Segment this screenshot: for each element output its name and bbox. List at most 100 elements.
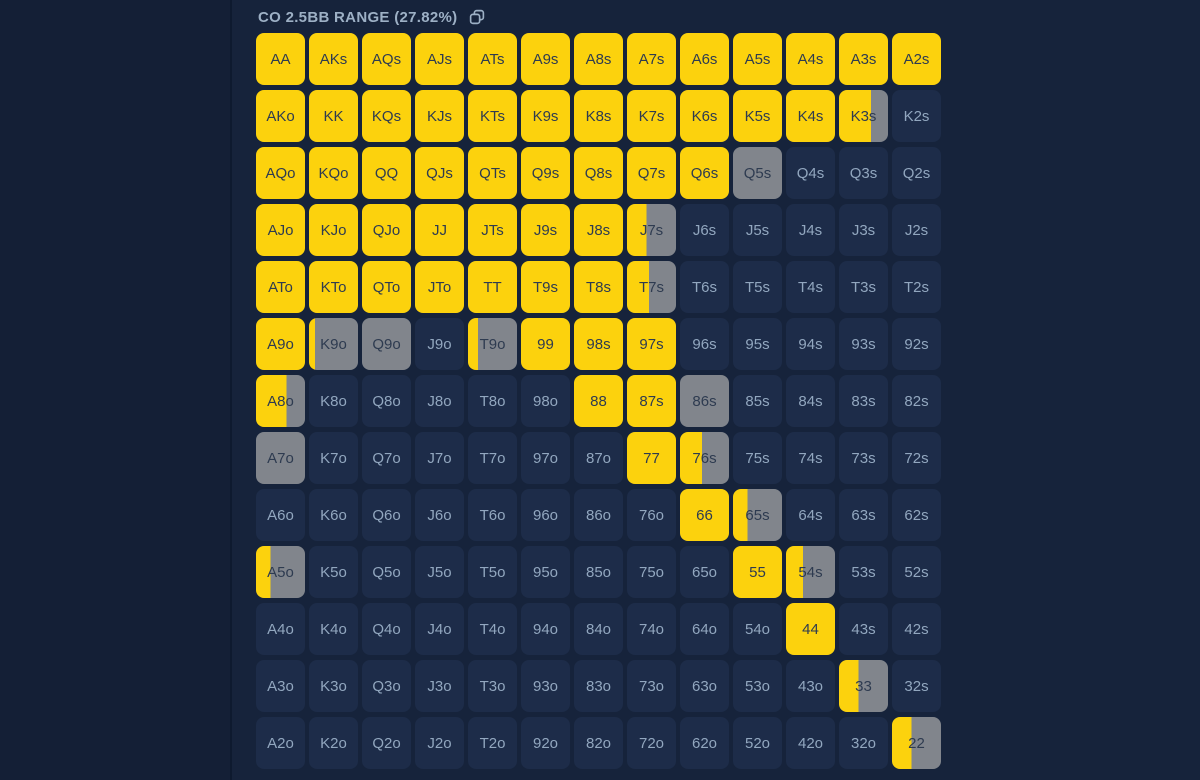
hand-cell-42o[interactable]: 42o: [786, 717, 835, 769]
hand-cell-AKo[interactable]: AKo: [256, 90, 305, 142]
hand-cell-A5o[interactable]: A5o: [256, 546, 305, 598]
hand-cell-66[interactable]: 66: [680, 489, 729, 541]
hand-cell-T5s[interactable]: T5s: [733, 261, 782, 313]
hand-cell-A8s[interactable]: A8s: [574, 33, 623, 85]
hand-cell-K7o[interactable]: K7o: [309, 432, 358, 484]
hand-cell-Q5s[interactable]: Q5s: [733, 147, 782, 199]
hand-cell-94o[interactable]: 94o: [521, 603, 570, 655]
hand-cell-Q7s[interactable]: Q7s: [627, 147, 676, 199]
hand-cell-74s[interactable]: 74s: [786, 432, 835, 484]
hand-cell-A2o[interactable]: A2o: [256, 717, 305, 769]
hand-cell-63s[interactable]: 63s: [839, 489, 888, 541]
hand-cell-98o[interactable]: 98o: [521, 375, 570, 427]
hand-cell-33[interactable]: 33: [839, 660, 888, 712]
hand-cell-Q5o[interactable]: Q5o: [362, 546, 411, 598]
hand-cell-ATs[interactable]: ATs: [468, 33, 517, 85]
hand-cell-96o[interactable]: 96o: [521, 489, 570, 541]
hand-cell-KK[interactable]: KK: [309, 90, 358, 142]
hand-cell-93o[interactable]: 93o: [521, 660, 570, 712]
hand-cell-J6o[interactable]: J6o: [415, 489, 464, 541]
hand-cell-88[interactable]: 88: [574, 375, 623, 427]
hand-cell-A4s[interactable]: A4s: [786, 33, 835, 85]
hand-cell-T2s[interactable]: T2s: [892, 261, 941, 313]
hand-cell-62o[interactable]: 62o: [680, 717, 729, 769]
hand-cell-65o[interactable]: 65o: [680, 546, 729, 598]
hand-cell-92s[interactable]: 92s: [892, 318, 941, 370]
hand-cell-KQo[interactable]: KQo: [309, 147, 358, 199]
hand-cell-97o[interactable]: 97o: [521, 432, 570, 484]
hand-cell-J7s[interactable]: J7s: [627, 204, 676, 256]
hand-cell-82o[interactable]: 82o: [574, 717, 623, 769]
hand-cell-A3s[interactable]: A3s: [839, 33, 888, 85]
hand-cell-K2o[interactable]: K2o: [309, 717, 358, 769]
hand-cell-Q3s[interactable]: Q3s: [839, 147, 888, 199]
hand-cell-53s[interactable]: 53s: [839, 546, 888, 598]
hand-cell-77[interactable]: 77: [627, 432, 676, 484]
hand-cell-QJo[interactable]: QJo: [362, 204, 411, 256]
hand-cell-T3o[interactable]: T3o: [468, 660, 517, 712]
hand-cell-T4o[interactable]: T4o: [468, 603, 517, 655]
hand-cell-52s[interactable]: 52s: [892, 546, 941, 598]
hand-cell-83s[interactable]: 83s: [839, 375, 888, 427]
hand-cell-KTs[interactable]: KTs: [468, 90, 517, 142]
hand-cell-T3s[interactable]: T3s: [839, 261, 888, 313]
hand-cell-64o[interactable]: 64o: [680, 603, 729, 655]
hand-cell-AQo[interactable]: AQo: [256, 147, 305, 199]
hand-cell-QJs[interactable]: QJs: [415, 147, 464, 199]
hand-cell-Q6o[interactable]: Q6o: [362, 489, 411, 541]
hand-cell-J3o[interactable]: J3o: [415, 660, 464, 712]
hand-cell-32s[interactable]: 32s: [892, 660, 941, 712]
hand-cell-62s[interactable]: 62s: [892, 489, 941, 541]
hand-cell-Q9s[interactable]: Q9s: [521, 147, 570, 199]
hand-cell-A4o[interactable]: A4o: [256, 603, 305, 655]
hand-cell-T4s[interactable]: T4s: [786, 261, 835, 313]
hand-cell-72o[interactable]: 72o: [627, 717, 676, 769]
hand-cell-85o[interactable]: 85o: [574, 546, 623, 598]
hand-cell-A3o[interactable]: A3o: [256, 660, 305, 712]
hand-cell-83o[interactable]: 83o: [574, 660, 623, 712]
hand-cell-54s[interactable]: 54s: [786, 546, 835, 598]
hand-cell-Q7o[interactable]: Q7o: [362, 432, 411, 484]
hand-cell-A7s[interactable]: A7s: [627, 33, 676, 85]
hand-cell-KJo[interactable]: KJo: [309, 204, 358, 256]
hand-cell-K8o[interactable]: K8o: [309, 375, 358, 427]
hand-cell-A6s[interactable]: A6s: [680, 33, 729, 85]
hand-cell-86o[interactable]: 86o: [574, 489, 623, 541]
hand-cell-53o[interactable]: 53o: [733, 660, 782, 712]
hand-cell-J7o[interactable]: J7o: [415, 432, 464, 484]
hand-cell-A9o[interactable]: A9o: [256, 318, 305, 370]
hand-cell-AJo[interactable]: AJo: [256, 204, 305, 256]
hand-cell-KJs[interactable]: KJs: [415, 90, 464, 142]
hand-cell-K8s[interactable]: K8s: [574, 90, 623, 142]
hand-cell-K5o[interactable]: K5o: [309, 546, 358, 598]
hand-cell-QTo[interactable]: QTo: [362, 261, 411, 313]
hand-cell-AQs[interactable]: AQs: [362, 33, 411, 85]
hand-cell-K3s[interactable]: K3s: [839, 90, 888, 142]
hand-cell-T6o[interactable]: T6o: [468, 489, 517, 541]
hand-cell-T7s[interactable]: T7s: [627, 261, 676, 313]
hand-cell-JJ[interactable]: JJ: [415, 204, 464, 256]
hand-cell-J2s[interactable]: J2s: [892, 204, 941, 256]
hand-cell-42s[interactable]: 42s: [892, 603, 941, 655]
hand-cell-K3o[interactable]: K3o: [309, 660, 358, 712]
hand-cell-22[interactable]: 22: [892, 717, 941, 769]
hand-cell-Q3o[interactable]: Q3o: [362, 660, 411, 712]
hand-cell-84o[interactable]: 84o: [574, 603, 623, 655]
hand-cell-Q6s[interactable]: Q6s: [680, 147, 729, 199]
hand-cell-J2o[interactable]: J2o: [415, 717, 464, 769]
copy-range-button[interactable]: [467, 7, 487, 27]
hand-cell-QTs[interactable]: QTs: [468, 147, 517, 199]
hand-cell-ATo[interactable]: ATo: [256, 261, 305, 313]
hand-cell-K6s[interactable]: K6s: [680, 90, 729, 142]
hand-cell-54o[interactable]: 54o: [733, 603, 782, 655]
hand-cell-A2s[interactable]: A2s: [892, 33, 941, 85]
hand-cell-92o[interactable]: 92o: [521, 717, 570, 769]
hand-cell-Q9o[interactable]: Q9o: [362, 318, 411, 370]
hand-cell-J4s[interactable]: J4s: [786, 204, 835, 256]
hand-cell-K5s[interactable]: K5s: [733, 90, 782, 142]
hand-cell-84s[interactable]: 84s: [786, 375, 835, 427]
hand-cell-J9o[interactable]: J9o: [415, 318, 464, 370]
hand-cell-Q4o[interactable]: Q4o: [362, 603, 411, 655]
hand-cell-J5s[interactable]: J5s: [733, 204, 782, 256]
hand-cell-96s[interactable]: 96s: [680, 318, 729, 370]
